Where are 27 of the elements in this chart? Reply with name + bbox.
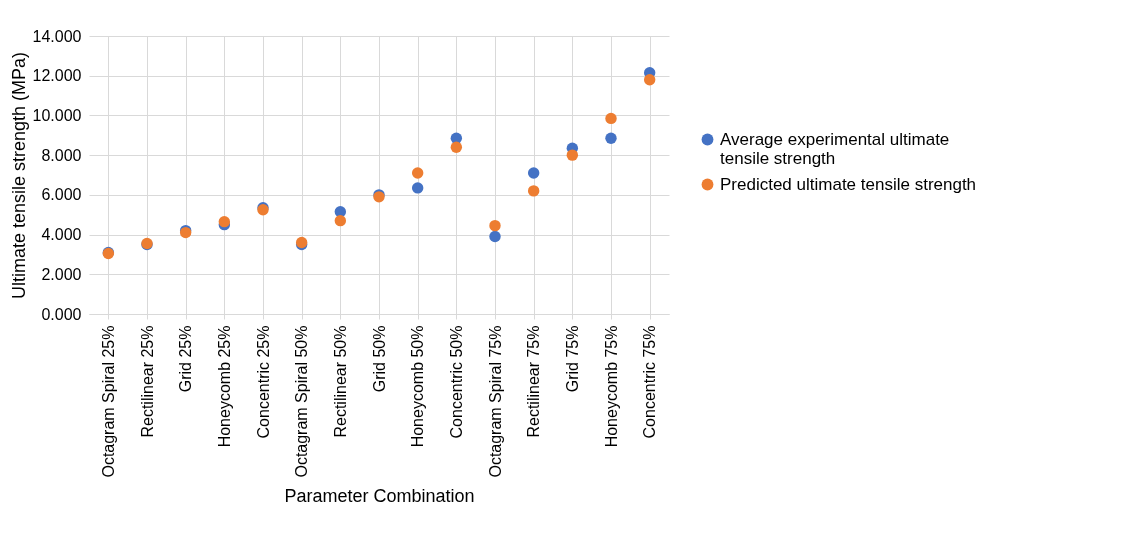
x-tick-label: Grid 25% bbox=[177, 325, 195, 393]
y-tick-label: 10.000 bbox=[32, 106, 82, 124]
x-tick-label: Octagram Spiral 50% bbox=[293, 325, 311, 478]
x-tick-label: Honeycomb 50% bbox=[409, 325, 427, 448]
x-tick-label: Concentric 25% bbox=[254, 325, 272, 439]
x-tick-label: Concentric 75% bbox=[641, 325, 659, 439]
x-tick-label: Rectilinear 25% bbox=[138, 325, 156, 438]
x-tick-label: Rectilinear 75% bbox=[525, 325, 543, 438]
x-tick-label: Concentric 50% bbox=[447, 325, 465, 439]
y-tick-label: 2.000 bbox=[41, 265, 82, 283]
x-tick-label: Rectilinear 50% bbox=[331, 325, 349, 438]
y-tick-label: 0.000 bbox=[41, 305, 82, 323]
x-tick-label: Grid 50% bbox=[370, 325, 388, 393]
y-tick-label: 6.000 bbox=[41, 186, 82, 204]
x-tick-label: Octagram Spiral 25% bbox=[99, 325, 117, 478]
y-tick-label: 14.000 bbox=[32, 27, 82, 45]
x-tick-label: Octagram Spiral 75% bbox=[486, 325, 504, 478]
x-tick-label: Honeycomb 75% bbox=[602, 325, 620, 448]
y-tick-label: 12.000 bbox=[32, 67, 82, 85]
legend-label: Predicted ultimate tensile strength bbox=[720, 174, 977, 194]
x-axis-title: Parameter Combination bbox=[284, 485, 475, 506]
y-tick-label: 4.000 bbox=[41, 226, 82, 244]
legend-label: Average experimental ultimate tensile strength bbox=[720, 129, 950, 168]
y-tick-label: 8.000 bbox=[41, 146, 82, 164]
y-axis-title: Ultimate tensile strength (MPa) bbox=[8, 51, 29, 300]
x-tick-label: Grid 75% bbox=[563, 325, 581, 393]
x-tick-label: Honeycomb 25% bbox=[215, 325, 233, 448]
